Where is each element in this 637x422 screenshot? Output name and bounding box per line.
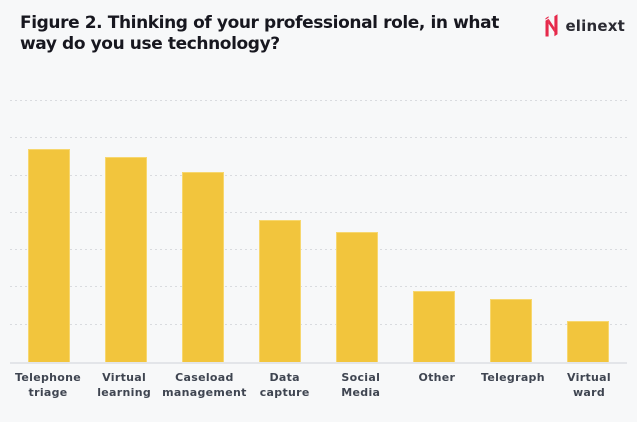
bar <box>104 156 147 362</box>
plot-area <box>10 100 627 364</box>
gridline <box>10 286 627 288</box>
gridline <box>10 174 627 176</box>
gridline <box>10 249 627 251</box>
bar-chart: Telephone triage Virtual learning Caselo… <box>10 100 627 400</box>
bar-column <box>319 101 396 362</box>
bar-column <box>550 101 627 362</box>
bar <box>413 291 456 362</box>
elinext-logo: elinext <box>544 13 625 37</box>
category-label: Caseload management <box>162 371 247 399</box>
bar-column <box>473 101 550 362</box>
category-label: Telephone triage <box>15 371 82 399</box>
category-label: Virtual ward <box>567 371 611 399</box>
header: Figure 2. Thinking of your professional … <box>0 0 637 55</box>
category-label: Other <box>418 371 456 384</box>
gridline <box>10 211 627 213</box>
category-label: Data capture <box>259 371 310 399</box>
bar-column <box>164 101 241 362</box>
bar <box>567 321 610 362</box>
bar <box>27 149 70 362</box>
gridline <box>10 100 627 101</box>
category-label: Telegraph <box>480 371 545 384</box>
bar <box>490 298 533 362</box>
elinext-n-icon <box>545 14 558 37</box>
category-labels: Telephone triage Virtual learning Caselo… <box>10 370 627 400</box>
bar-column <box>10 101 87 362</box>
bar-columns <box>10 101 627 362</box>
category-label: Social Media <box>341 371 381 399</box>
gridline <box>10 323 627 325</box>
bar <box>258 220 301 362</box>
bar <box>336 231 379 362</box>
bar <box>181 171 224 362</box>
elinext-logo-text: elinext <box>565 16 625 35</box>
figure-title: Figure 2. Thinking of your professional … <box>20 13 499 54</box>
bar-column <box>396 101 473 362</box>
bar-column <box>241 101 318 362</box>
bar-column <box>87 101 164 362</box>
gridline <box>10 137 627 139</box>
category-label: Virtual learning <box>97 371 152 399</box>
